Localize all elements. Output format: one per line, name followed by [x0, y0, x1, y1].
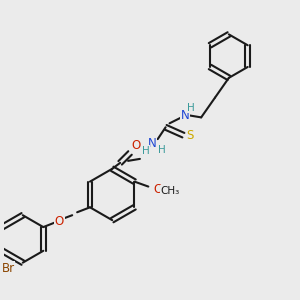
Text: H: H: [188, 103, 195, 112]
Text: O: O: [55, 215, 64, 228]
Text: O: O: [131, 139, 141, 152]
Text: O: O: [154, 183, 163, 196]
Text: H: H: [158, 145, 166, 155]
Text: N: N: [147, 136, 156, 150]
Text: N: N: [181, 109, 190, 122]
Text: S: S: [187, 129, 194, 142]
Text: CH₃: CH₃: [160, 185, 180, 196]
Text: H: H: [142, 146, 150, 156]
Text: Br: Br: [2, 262, 15, 275]
